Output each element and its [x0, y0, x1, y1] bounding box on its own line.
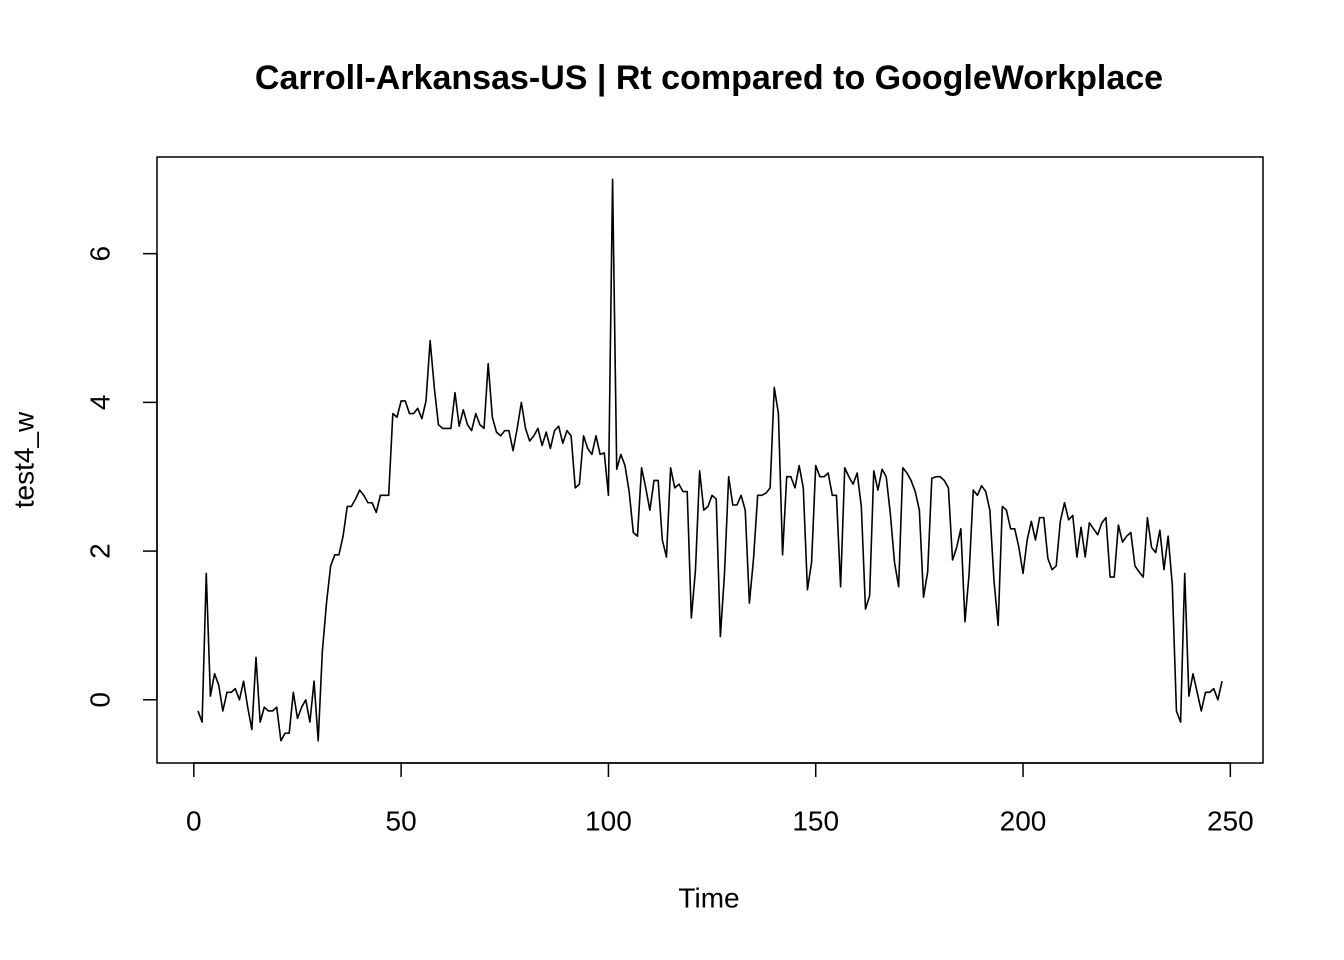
- plot-box: [156, 156, 1264, 764]
- x-tick-label: 0: [186, 805, 202, 836]
- x-tick-label: 50: [386, 805, 417, 836]
- x-tick-label: 150: [792, 805, 839, 836]
- x-tick-label: 200: [1000, 805, 1047, 836]
- data-line: [197, 178, 1223, 742]
- y-tick-label: 4: [84, 395, 115, 411]
- x-axis-label: Time: [678, 882, 739, 913]
- y-tick-label: 6: [84, 246, 115, 262]
- y-tick-label: 0: [84, 692, 115, 708]
- y-axis-label: test4_w: [8, 411, 39, 508]
- x-tick-label: 250: [1207, 805, 1254, 836]
- x-tick-label: 100: [585, 805, 632, 836]
- y-tick-label: 2: [84, 543, 115, 559]
- chart-title: Carroll-Arkansas-US | Rt compared to Goo…: [255, 59, 1163, 97]
